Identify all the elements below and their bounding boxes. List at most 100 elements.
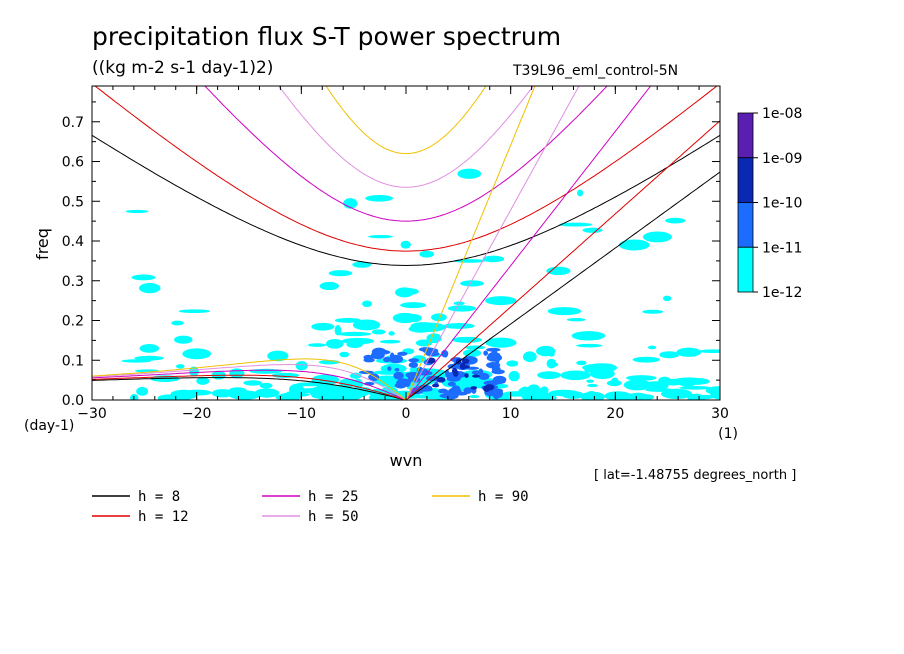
power-patch	[705, 386, 720, 395]
x-tick-label: 10	[502, 406, 520, 422]
legend-label: h = 50	[308, 509, 359, 525]
power-patch	[576, 343, 603, 348]
power-patch	[647, 345, 657, 350]
power-patch	[508, 370, 520, 382]
power-patch	[464, 373, 469, 378]
power-patch	[529, 392, 555, 400]
power-patch	[483, 350, 489, 356]
power-patch	[571, 331, 606, 341]
power-patch	[436, 377, 446, 383]
power-patch	[393, 371, 404, 380]
colorbar-swatch	[737, 202, 754, 248]
power-patch	[325, 338, 344, 349]
colorbar-swatch	[737, 112, 754, 159]
power-patch	[182, 348, 212, 360]
power-patch	[396, 378, 411, 388]
power-patch	[451, 385, 461, 394]
colorbar-swatch	[737, 246, 754, 293]
power-patch	[471, 370, 481, 375]
chart-units: ((kg m-2 s-1 day-1)2)	[92, 58, 274, 78]
power-patch	[349, 372, 362, 379]
power-patch	[249, 368, 283, 374]
y-axis-label: freq	[33, 228, 52, 260]
power-patch	[698, 349, 720, 353]
power-patch	[196, 377, 210, 385]
power-patch	[334, 317, 362, 323]
power-patch	[131, 274, 156, 281]
chart-title: precipitation flux S-T power spectrum	[92, 22, 562, 51]
power-patch	[576, 360, 587, 366]
power-patch	[582, 363, 616, 372]
power-patch	[295, 361, 308, 371]
power-patch	[522, 351, 537, 363]
power-patch	[459, 362, 466, 370]
power-patch	[139, 344, 160, 353]
power-patch	[645, 388, 675, 392]
power-patch	[408, 358, 420, 363]
power-patch	[453, 259, 486, 263]
rossby-wave-curve	[92, 369, 407, 400]
legend-label: h = 90	[478, 489, 529, 505]
power-patch	[415, 339, 433, 347]
kelvin-wave-curve	[405, 171, 720, 400]
y-tick-label: 0.1	[62, 353, 84, 369]
x-tick-label: 0	[402, 406, 411, 422]
kelvin-wave-curve	[405, 86, 536, 400]
power-patch	[336, 391, 368, 398]
inertia-gravity-curve	[94, 86, 718, 252]
power-patch	[626, 375, 657, 381]
x-tick-label: −20	[182, 406, 212, 422]
power-patch	[520, 386, 530, 397]
power-patch	[189, 366, 199, 377]
power-patch	[334, 325, 342, 336]
power-patch	[462, 358, 470, 364]
power-patch	[418, 370, 433, 376]
power-patch	[604, 391, 632, 400]
power-patch	[665, 217, 686, 224]
power-patch	[368, 394, 389, 400]
power-patch	[676, 347, 702, 357]
power-patch	[319, 281, 340, 291]
power-patch	[659, 351, 680, 359]
power-patch	[560, 370, 591, 381]
rossby-wave-curve	[92, 374, 407, 400]
power-patch	[642, 231, 672, 243]
power-patch	[308, 343, 326, 347]
rossby-wave-curve	[92, 377, 407, 400]
power-patch	[478, 368, 484, 376]
power-patch	[311, 322, 335, 331]
inertia-gravity-curve	[325, 86, 487, 155]
kelvin-wave-curve	[405, 86, 580, 400]
power-patch	[546, 266, 571, 276]
rossby-wave-curve	[92, 358, 407, 400]
power-patch	[537, 371, 561, 380]
power-patch	[171, 390, 191, 396]
power-patch	[138, 282, 161, 294]
colorbar-swatch	[737, 157, 754, 203]
power-patch	[339, 351, 350, 358]
power-patch	[493, 391, 500, 400]
power-patch	[387, 366, 392, 371]
power-patch	[371, 329, 386, 335]
power-patch	[586, 390, 597, 399]
power-patch	[363, 357, 375, 363]
power-patch	[171, 320, 184, 326]
location-note: [ lat=-1.48755 degrees_north ]	[594, 468, 797, 483]
power-patch	[362, 300, 373, 308]
kelvin-wave-curve	[405, 120, 720, 400]
power-patch	[610, 377, 619, 387]
power-patch	[506, 360, 519, 367]
power-patch	[577, 189, 584, 197]
power-patch	[243, 380, 263, 386]
power-patch	[470, 386, 478, 390]
power-patch	[425, 351, 440, 357]
power-patch	[259, 382, 273, 389]
power-patch	[414, 322, 446, 332]
power-patch	[368, 373, 380, 382]
colorbar-label: 1e-08	[762, 106, 802, 122]
y-tick-label: 0.0	[62, 393, 84, 409]
power-patch	[289, 383, 305, 395]
power-patch	[675, 377, 702, 383]
power-patch	[642, 309, 664, 314]
power-patch	[368, 235, 393, 239]
